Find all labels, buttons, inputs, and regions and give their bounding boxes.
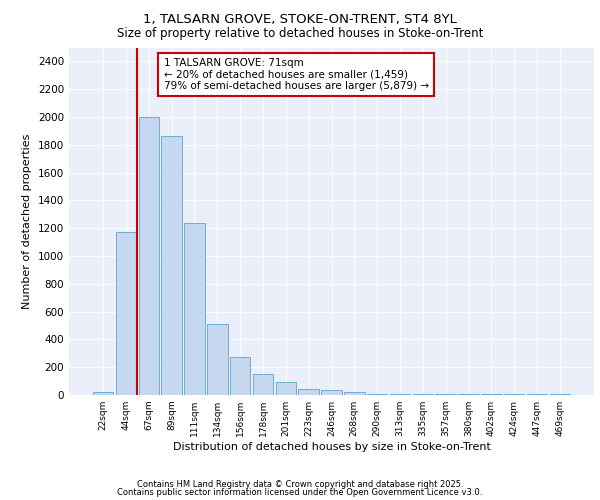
Bar [321,390,342,395]
Bar [93,392,113,395]
Bar [253,374,273,395]
Bar [207,324,227,395]
Bar [298,388,319,395]
Bar [230,358,250,395]
Text: Size of property relative to detached houses in Stoke-on-Trent: Size of property relative to detached ho… [117,28,483,40]
Bar [413,394,433,395]
Bar [527,394,547,395]
Bar [436,394,456,395]
Bar [344,392,365,395]
Text: Contains HM Land Registry data © Crown copyright and database right 2025.: Contains HM Land Registry data © Crown c… [137,480,463,489]
Bar [390,394,410,395]
Bar [139,117,159,395]
Text: Contains public sector information licensed under the Open Government Licence v3: Contains public sector information licen… [118,488,482,497]
X-axis label: Distribution of detached houses by size in Stoke-on-Trent: Distribution of detached houses by size … [173,442,490,452]
Bar [275,382,296,395]
Bar [481,394,502,395]
Bar [116,232,136,395]
Bar [550,394,570,395]
Text: 1 TALSARN GROVE: 71sqm
← 20% of detached houses are smaller (1,459)
79% of semi-: 1 TALSARN GROVE: 71sqm ← 20% of detached… [163,58,428,91]
Bar [504,394,524,395]
Bar [161,136,182,395]
Y-axis label: Number of detached properties: Number of detached properties [22,134,32,309]
Bar [184,222,205,395]
Bar [367,394,388,395]
Bar [458,394,479,395]
Text: 1, TALSARN GROVE, STOKE-ON-TRENT, ST4 8YL: 1, TALSARN GROVE, STOKE-ON-TRENT, ST4 8Y… [143,12,457,26]
